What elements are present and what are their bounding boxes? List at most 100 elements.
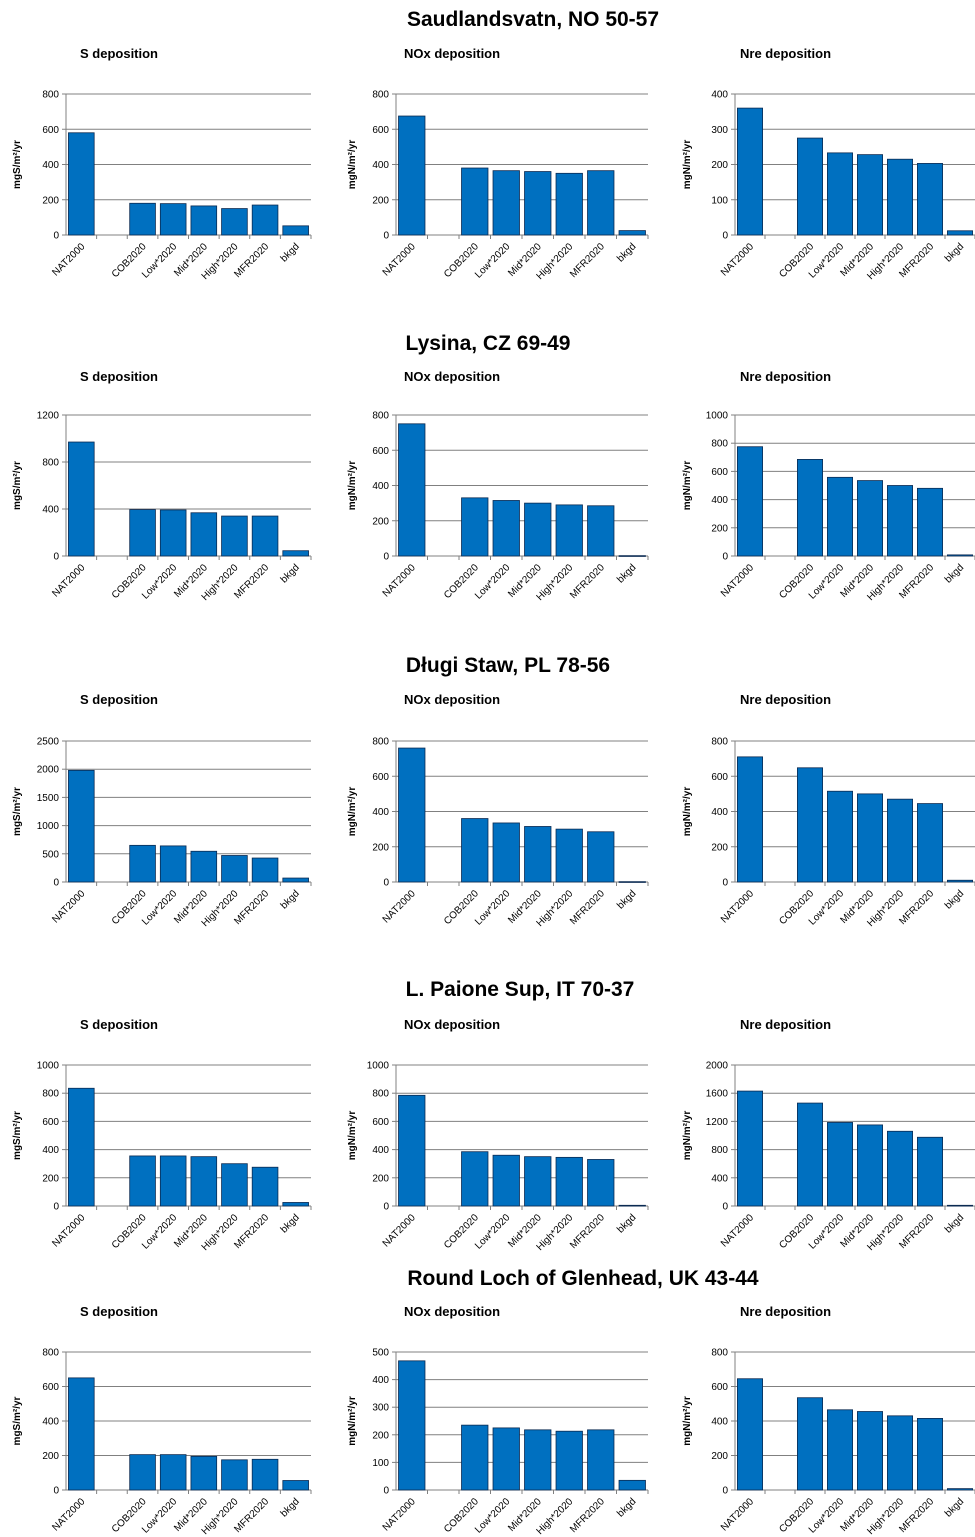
y-tick-label: 800 [711,439,728,450]
y-tick-label: 1000 [367,1061,390,1072]
bar [251,204,279,236]
bar [492,822,520,883]
y-tick-label: 2500 [37,737,60,748]
y-axis-label: mgS/m²/yr [12,140,23,189]
y-tick-label: 300 [372,1403,389,1414]
bar [827,1122,854,1207]
y-tick-label: 0 [53,231,59,242]
y-tick-label: 600 [711,1382,728,1393]
y-tick-label: 1000 [37,821,60,832]
bar [555,1156,583,1207]
x-tick-label: bkgd [615,1496,638,1519]
y-tick-label: 200 [372,195,389,206]
bar [587,1429,615,1491]
y-tick-label: 0 [722,231,728,242]
y-tick-label: 800 [372,411,389,422]
bar [190,1455,218,1491]
y-tick-label: 200 [711,842,728,853]
bar [827,1409,854,1491]
bar [947,230,974,236]
x-tick-label: NAT2000 [719,241,756,278]
bar [282,877,309,883]
bar [947,1488,974,1491]
y-tick-label: 0 [383,231,389,242]
y-tick-label: 800 [711,737,728,748]
bar-chart: Nre deposition 0 100 200 300 400 mgN/m²/yr NAT2… [682,46,975,282]
y-tick-label: 600 [42,125,59,136]
chart-title: S deposition [80,46,158,61]
bar [797,137,824,236]
y-tick-label: 400 [711,90,728,101]
section-title: Długi Staw, PL 78-56 [406,654,610,677]
x-tick-label: bkgd [615,562,638,585]
bar [797,459,824,557]
chart-title: Nre deposition [740,369,831,384]
bar [461,1151,489,1207]
bar [398,747,426,883]
y-axis-label: mgN/m²/yr [682,140,693,190]
chart-title: Nre deposition [740,692,831,707]
y-axis-label: mgN/m²/yr [347,461,358,511]
y-tick-label: 1500 [37,793,60,804]
bar [857,1411,884,1491]
bar [737,1090,764,1207]
bar [524,1156,552,1207]
y-tick-label: 800 [372,1089,389,1100]
bar [398,115,426,236]
y-tick-label: 600 [42,1382,59,1393]
bar-chart: Nre deposition 0 200 400 600 800 1000 mgN/m²/yr… [682,369,975,603]
bar [251,515,279,557]
x-tick-label: bkgd [279,562,302,585]
bar-chart: Nre deposition 0 200 400 600 800 mgN/m²/yr NAT2… [682,692,975,929]
y-axis-label: mgN/m²/yr [682,787,693,837]
section-title: Round Loch of Glenhead, UK 43-44 [407,1267,759,1290]
bar [524,826,552,883]
bar [917,1136,944,1207]
y-tick-label: 200 [711,160,728,171]
bar [68,1087,95,1207]
bar-chart: Nre deposition 0 200 400 600 800 mgN/m²/yr NAT2… [682,1304,975,1537]
y-tick-label: 600 [372,1117,389,1128]
y-tick-label: 800 [42,458,59,469]
bar [159,509,187,557]
x-tick-label: bkgd [943,1496,966,1519]
bar [251,857,279,883]
x-tick-label: MFR2020 [568,1496,607,1535]
bar [68,1377,95,1491]
chart-title: NOx deposition [404,369,500,384]
bar-chart: S deposition 0 200 400 600 800 1000 mgS/m²/yr NA… [12,1017,312,1253]
y-tick-label: 600 [711,772,728,783]
x-tick-label: bkgd [615,241,638,264]
y-tick-label: 800 [42,1348,59,1359]
y-axis-label: mgN/m²/yr [347,140,358,190]
bar [159,1155,187,1207]
y-tick-label: 800 [711,1145,728,1156]
y-tick-label: 400 [711,495,728,506]
bar [947,1204,974,1207]
y-tick-label: 600 [711,467,728,478]
chart-title: NOx deposition [404,1304,500,1319]
x-tick-label: NAT2000 [381,562,418,599]
bar-chart: NOx deposition 0 200 400 600 800 mgN/m²/yr NAT2… [347,46,649,282]
y-tick-label: 600 [42,1117,59,1128]
y-tick-label: 800 [372,737,389,748]
y-axis-label: mgN/m²/yr [682,1111,693,1161]
bar [737,446,764,557]
bar [492,1427,520,1491]
y-tick-label: 0 [383,1202,389,1213]
bar [282,550,309,557]
bar [68,132,95,236]
bar [887,1130,914,1207]
section-title: Saudlandsvatn, NO 50-57 [407,8,659,31]
bar [461,1424,489,1491]
x-tick-label: Low*2020 [473,888,513,928]
section-title: L. Paione Sup, IT 70-37 [406,978,635,1001]
y-tick-label: 0 [383,878,389,889]
x-tick-label: NAT2000 [50,562,87,599]
chart-title: S deposition [80,692,158,707]
x-tick-label: NAT2000 [50,1496,87,1533]
bar-chart: NOx deposition 0 200 400 600 800 1000 mgN/m²/yr… [347,1017,649,1253]
y-tick-label: 200 [711,523,728,534]
y-tick-label: 1200 [37,411,60,422]
y-tick-label: 400 [711,807,728,818]
